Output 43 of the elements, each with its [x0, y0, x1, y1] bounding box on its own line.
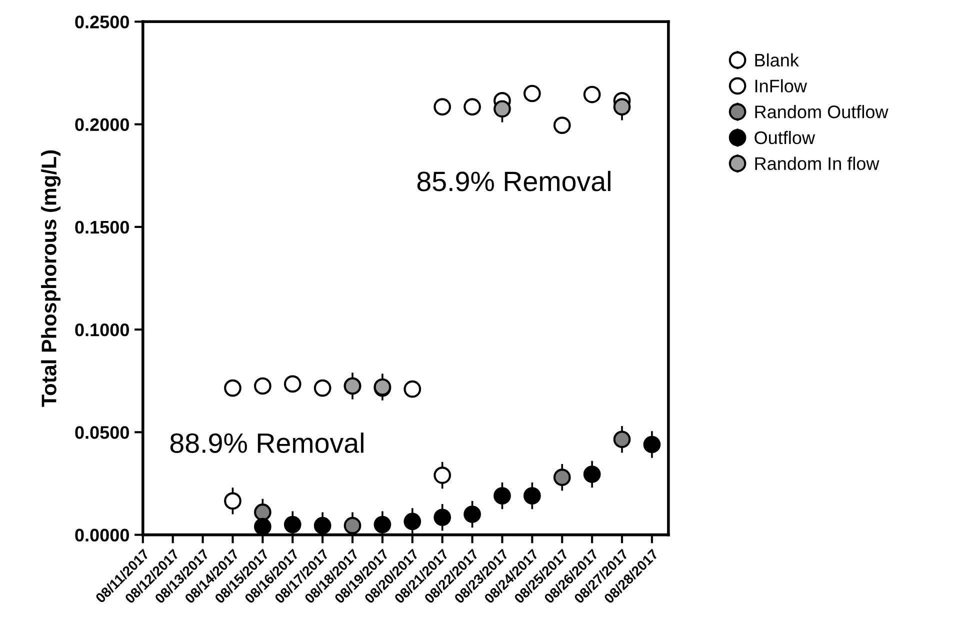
y-tick-label: 0.0000 — [75, 528, 129, 542]
y-tick-label: 0.2000 — [75, 118, 129, 132]
point — [613, 430, 631, 448]
y-tick-label: 0.1000 — [75, 323, 129, 336]
point — [284, 516, 302, 534]
point — [464, 98, 481, 116]
y-tick-label: 0.0500 — [75, 426, 129, 439]
point — [494, 100, 511, 118]
point — [224, 492, 242, 510]
point — [553, 116, 571, 134]
y-tick-label: 0.1500 — [75, 220, 129, 234]
point — [254, 518, 272, 535]
point — [613, 98, 631, 116]
point — [314, 516, 332, 534]
point — [523, 487, 541, 504]
y-axis-title: Total Phosphorous (mg/L) — [41, 150, 61, 407]
point — [254, 377, 272, 395]
point — [284, 375, 302, 393]
point — [464, 506, 481, 523]
point — [583, 86, 601, 104]
point — [404, 380, 422, 398]
point — [494, 487, 511, 504]
point — [553, 468, 571, 486]
legend-label: Random Outflow — [755, 105, 888, 118]
legend-label: Blank — [755, 53, 799, 67]
point — [374, 516, 392, 534]
point — [254, 504, 272, 521]
point — [434, 508, 452, 526]
point — [434, 466, 452, 484]
point — [404, 512, 422, 530]
point — [314, 379, 332, 397]
legend-label: InFlow — [755, 79, 808, 92]
annotation: 85.9% Removal — [417, 170, 610, 192]
point — [434, 98, 452, 116]
point — [344, 516, 362, 534]
point — [643, 436, 661, 454]
point — [523, 84, 541, 102]
point — [583, 466, 601, 483]
y-tick-label: 0.2500 — [75, 16, 129, 28]
legend-label: Outflow — [754, 130, 816, 144]
legend-label: Random In flow — [755, 156, 880, 170]
annotation: 88.9% Removal — [170, 432, 364, 453]
point — [224, 379, 242, 397]
